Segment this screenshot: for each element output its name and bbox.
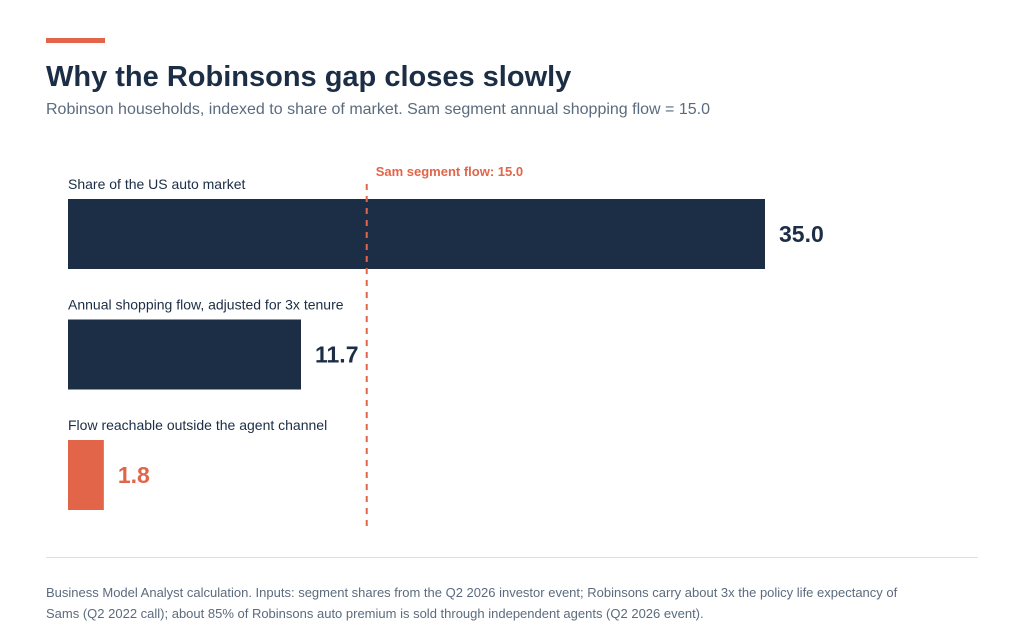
- bar-chart: Share of the US auto market 35.0 Annual sh…: [68, 164, 824, 527]
- value-label: 11.7: [315, 342, 359, 368]
- reference-line-label: Sam segment flow: 15.0: [376, 164, 523, 179]
- value-label: 1.8: [118, 462, 150, 488]
- footer-divider: [46, 557, 978, 558]
- value-label: 35.0: [779, 221, 824, 247]
- footnote: Business Model Analyst calculation. Inpu…: [46, 585, 898, 621]
- category-label: Annual shopping flow, adjusted for 3x te…: [68, 297, 344, 313]
- bar: [68, 440, 104, 510]
- category-label: Share of the US auto market: [68, 176, 246, 192]
- chart-subtitle: Robinson households, indexed to share of…: [46, 101, 710, 118]
- bar: [68, 199, 765, 269]
- accent-bar: [46, 38, 105, 43]
- category-label: Flow reachable outside the agent channel: [68, 417, 327, 433]
- bar: [68, 319, 301, 390]
- chart-title: Why the Robinsons gap closes slowly: [46, 61, 572, 93]
